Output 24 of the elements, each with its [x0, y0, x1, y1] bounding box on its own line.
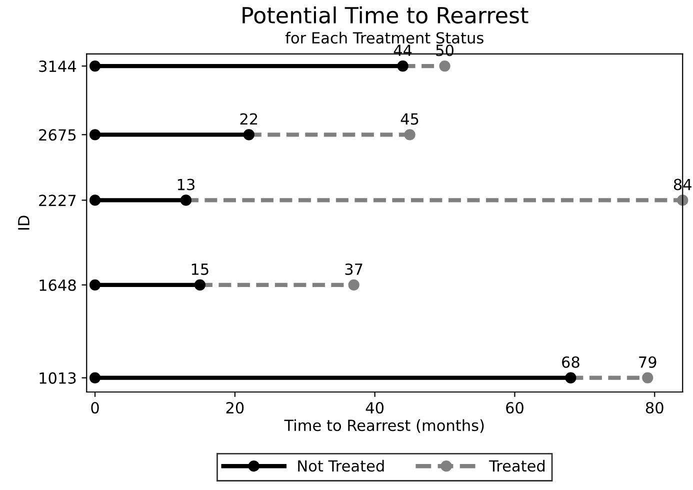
data-label: 44	[394, 44, 412, 56]
x-tick-label: 20	[226, 402, 244, 414]
y-tick-label: 1648	[40, 279, 76, 291]
y-tick-label: 2227	[39, 194, 76, 206]
data-label: 15	[192, 264, 208, 276]
legend-label: Not Treated	[298, 460, 384, 472]
y-tick-label: 2675	[39, 129, 76, 141]
data-label: 37	[345, 263, 362, 276]
legend-label: Treated	[488, 460, 545, 472]
data-label: 68	[562, 356, 580, 368]
x-axis-title: Time to Rearrest (months)	[284, 419, 484, 433]
y-tick-label: 1013	[40, 372, 76, 384]
data-label: 22	[240, 113, 258, 125]
x-tick-label: 80	[646, 402, 664, 414]
data-label: 79	[639, 356, 656, 368]
y-tick-label: 3144	[39, 60, 76, 72]
x-tick-label: 60	[506, 402, 524, 414]
x-tick-label: 0	[91, 402, 99, 414]
y-axis-title: ID	[18, 216, 30, 230]
chart-title: Potential Time to Rearrest	[242, 6, 528, 24]
data-label: 13	[178, 178, 194, 190]
chart-subtitle: for Each Treatment Status	[285, 32, 484, 44]
data-label: 45	[400, 113, 418, 125]
x-tick-label: 40	[366, 402, 384, 414]
